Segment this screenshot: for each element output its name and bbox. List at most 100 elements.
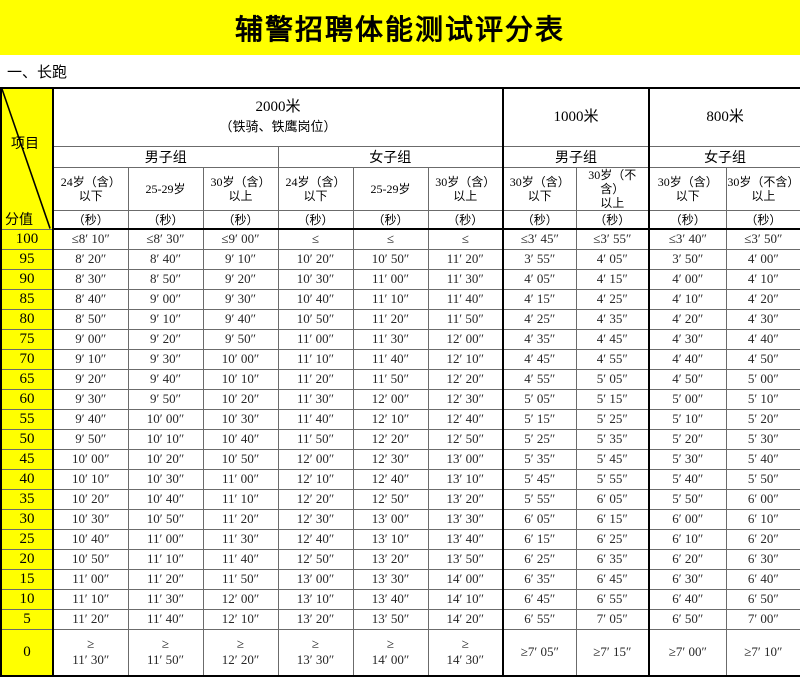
time-cell: 4′ 00″ <box>648 268 727 290</box>
time-cell: 9′ 50″ <box>202 328 279 350</box>
group-header-women-800m: 女子组 <box>648 145 800 168</box>
time-cell: 10′ 30″ <box>127 468 204 490</box>
time-cell: 9′ 50″ <box>52 428 129 450</box>
time-cell: 11′ 30″ <box>202 528 279 550</box>
time-cell: ≤3′ 55″ <box>575 228 650 250</box>
time-cell: 14′ 00″ <box>427 568 504 590</box>
time-cell: ≥ 13′ 30″ <box>277 628 354 677</box>
time-cell: 10′ 50″ <box>202 448 279 470</box>
time-cell: 5′ 55″ <box>575 468 650 490</box>
score-value-cell: 45 <box>0 448 54 470</box>
time-cell: 10′ 50″ <box>277 308 354 330</box>
time-cell: 6′ 35″ <box>575 548 650 570</box>
time-cell: 12′ 00″ <box>427 328 504 350</box>
corner-label-score: 分值 <box>5 212 33 228</box>
time-cell: 12′ 00″ <box>277 448 354 470</box>
score-row: 60 9′ 30″ 9′ 50″ 10′ 20″ 11′ 30″ 12′ 00″ 12′ 3… <box>0 388 800 410</box>
time-cell: 5′ 00″ <box>648 388 727 410</box>
time-cell: 14′ 10″ <box>427 588 504 610</box>
score-value-cell: 80 <box>0 308 54 330</box>
time-cell: 10′ 10″ <box>127 428 204 450</box>
time-cell: ≤ <box>352 228 429 250</box>
time-cell: 11′ 40″ <box>352 348 429 370</box>
time-cell: 10′ 40″ <box>52 528 129 550</box>
time-cell: 3′ 50″ <box>648 248 727 270</box>
score-value-cell: 90 <box>0 268 54 290</box>
time-cell: 4′ 55″ <box>575 348 650 370</box>
time-cell: 11′ 50″ <box>427 308 504 330</box>
time-cell: 4′ 25″ <box>575 288 650 310</box>
time-cell: 12′ 50″ <box>427 428 504 450</box>
time-cell: 12′ 00″ <box>352 388 429 410</box>
time-cell: 11′ 50″ <box>277 428 354 450</box>
time-cell: 12′ 20″ <box>427 368 504 390</box>
time-cell: 6′ 25″ <box>575 528 650 550</box>
time-cell: 4′ 30″ <box>725 308 800 330</box>
unit-header-cell: （秒） <box>277 209 354 230</box>
time-cell: 10′ 40″ <box>202 428 279 450</box>
time-cell: 6′ 00″ <box>648 508 727 530</box>
time-cell: 6′ 55″ <box>575 588 650 610</box>
time-cell: 11′ 30″ <box>277 388 354 410</box>
age-header-cell: 25-29岁 <box>352 166 429 211</box>
time-cell: 5′ 35″ <box>575 428 650 450</box>
score-row: 20 10′ 50″ 11′ 10″ 11′ 40″ 12′ 50″ 13′ 20″ 13′… <box>0 548 800 570</box>
time-cell: 8′ 40″ <box>127 248 204 270</box>
time-cell: 11′ 00″ <box>52 568 129 590</box>
time-cell: 5′ 25″ <box>502 428 577 450</box>
page-title: 辅警招聘体能测试评分表 <box>0 0 800 55</box>
time-cell: 6′ 15″ <box>575 508 650 530</box>
time-cell: 5′ 50″ <box>648 488 727 510</box>
time-cell: 6′ 15″ <box>502 528 577 550</box>
time-cell: 6′ 40″ <box>725 568 800 590</box>
time-cell: 9′ 30″ <box>127 348 204 370</box>
time-cell: 10′ 40″ <box>277 288 354 310</box>
time-cell: 9′ 30″ <box>202 288 279 310</box>
time-cell: 9′ 20″ <box>127 328 204 350</box>
time-cell: 11′ 00″ <box>127 528 204 550</box>
time-cell: 12′ 50″ <box>277 548 354 570</box>
time-cell: 4′ 10″ <box>725 268 800 290</box>
time-cell: 8′ 50″ <box>127 268 204 290</box>
time-cell: 12′ 10″ <box>427 348 504 370</box>
time-cell: 12′ 10″ <box>352 408 429 430</box>
time-cell: ≥ 12′ 20″ <box>202 628 279 677</box>
score-row: 85 8′ 40″ 9′ 00″ 9′ 30″ 10′ 40″ 11′ 10″ 11′ 40… <box>0 288 800 310</box>
time-cell: 5′ 45″ <box>575 448 650 470</box>
time-cell: ≥ 14′ 00″ <box>352 628 429 677</box>
time-cell: ≥7′ 15″ <box>575 628 650 677</box>
time-cell: 5′ 20″ <box>648 428 727 450</box>
time-cell: 12′ 10″ <box>202 608 279 630</box>
time-cell: 4′ 35″ <box>575 308 650 330</box>
time-cell: 5′ 40″ <box>648 468 727 490</box>
score-row: 95 8′ 20″ 8′ 40″ 9′ 10″ 10′ 20″ 10′ 50″ 11′ 20… <box>0 248 800 270</box>
score-value-cell: 95 <box>0 248 54 270</box>
time-cell: 12′ 20″ <box>352 428 429 450</box>
time-cell: ≤ <box>277 228 354 250</box>
unit-header-cell: （秒） <box>202 209 279 230</box>
time-cell: 9′ 30″ <box>52 388 129 410</box>
time-cell: 13′ 00″ <box>427 448 504 470</box>
time-cell: 6′ 05″ <box>502 508 577 530</box>
time-cell: 10′ 30″ <box>202 408 279 430</box>
age-header-cell: 30岁（含） 以下 <box>648 166 727 211</box>
time-cell: 4′ 05″ <box>502 268 577 290</box>
time-cell: 11′ 40″ <box>277 408 354 430</box>
score-row: 40 10′ 10″ 10′ 30″ 11′ 00″ 12′ 10″ 12′ 40″ 13′… <box>0 468 800 490</box>
time-cell: 5′ 25″ <box>575 408 650 430</box>
time-cell: 11′ 10″ <box>277 348 354 370</box>
time-cell: 13′ 10″ <box>352 528 429 550</box>
event-header-800m: 800米 <box>648 87 800 147</box>
time-cell: 5′ 35″ <box>502 448 577 470</box>
time-cell: 4′ 55″ <box>502 368 577 390</box>
score-row: 45 10′ 00″ 10′ 20″ 10′ 50″ 12′ 00″ 12′ 30″ 13′… <box>0 448 800 470</box>
unit-header-cell: （秒） <box>352 209 429 230</box>
time-cell: 5′ 10″ <box>725 388 800 410</box>
time-cell: 11′ 20″ <box>52 608 129 630</box>
event-name: 2000米 <box>255 99 301 116</box>
age-header-cell: 30岁（不含） 以上 <box>575 166 650 211</box>
age-header-cell: 30岁（含） 以上 <box>427 166 504 211</box>
time-cell: 7′ 00″ <box>725 608 800 630</box>
group-header-row: 男子组 女子组 男子组 女子组 <box>1 145 800 168</box>
time-cell: 9′ 20″ <box>202 268 279 290</box>
